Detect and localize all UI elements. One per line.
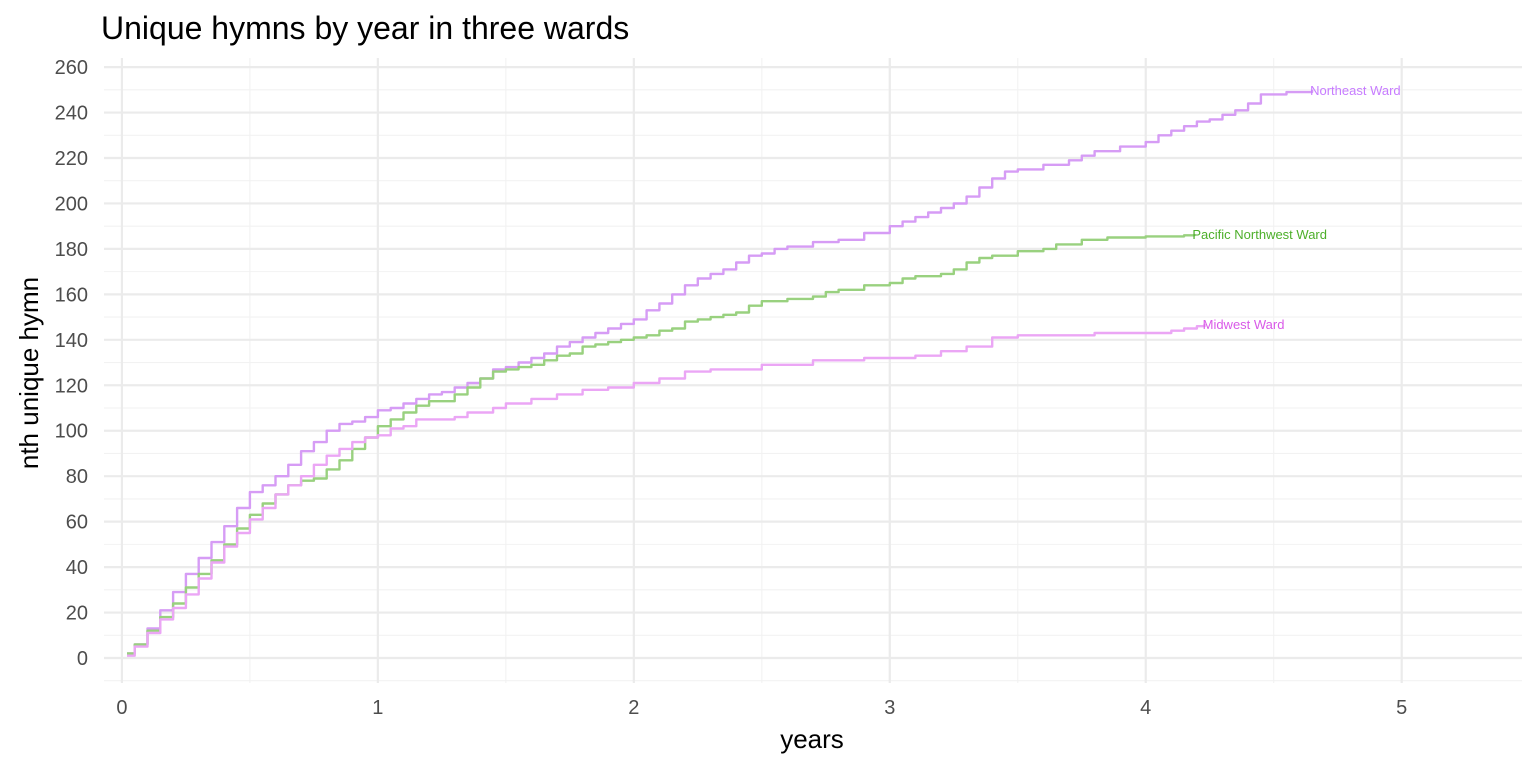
y-axis-tick-labels: 0 20 40 60 80 100 120 140 160 180 200 220 240 260 [55, 57, 88, 670]
x-tick-label: 2 [628, 697, 639, 719]
northeast-ward-line [127, 89, 1314, 655]
y-tick-label: 20 [66, 603, 88, 625]
northeast-ward-label: Northeast Ward [1310, 83, 1401, 98]
series-labels: Northeast Ward Pacific Northwest Ward Midw… [1192, 83, 1400, 332]
y-tick-label: 240 [55, 103, 88, 125]
y-tick-label: 180 [55, 239, 88, 261]
chart-title: Unique hymns by year in three wards [101, 10, 629, 46]
y-tick-label: 120 [55, 375, 88, 397]
x-tick-label: 1 [372, 697, 383, 719]
x-axis-tick-labels: 0 1 2 3 4 5 [116, 697, 1407, 719]
x-tick-label: 5 [1396, 697, 1407, 719]
y-tick-label: 80 [66, 466, 88, 488]
y-tick-label: 140 [55, 330, 88, 352]
major-gridlines [104, 58, 1522, 683]
pacific-northwest-ward-label: Pacific Northwest Ward [1192, 227, 1327, 242]
y-axis-title: nth unique hymn [14, 277, 44, 469]
series-lines [127, 89, 1314, 657]
y-tick-label: 160 [55, 284, 88, 306]
x-tick-label: 4 [1140, 697, 1151, 719]
pacific-northwest-ward-line [127, 234, 1196, 655]
minor-gridlines [104, 58, 1522, 683]
x-tick-label: 0 [116, 697, 127, 719]
x-tick-label: 3 [884, 697, 895, 719]
midwest-ward-line [127, 323, 1206, 657]
plot-area: Northeast Ward Pacific Northwest Ward Midw… [104, 58, 1522, 683]
y-tick-label: 100 [55, 421, 88, 443]
y-tick-label: 220 [55, 148, 88, 170]
y-tick-label: 200 [55, 193, 88, 215]
y-tick-label: 40 [66, 557, 88, 579]
y-tick-label: 0 [77, 648, 88, 670]
x-axis-title: years [780, 724, 844, 754]
y-tick-label: 260 [55, 57, 88, 79]
y-tick-label: 60 [66, 512, 88, 534]
midwest-ward-label: Midwest Ward [1203, 317, 1285, 332]
